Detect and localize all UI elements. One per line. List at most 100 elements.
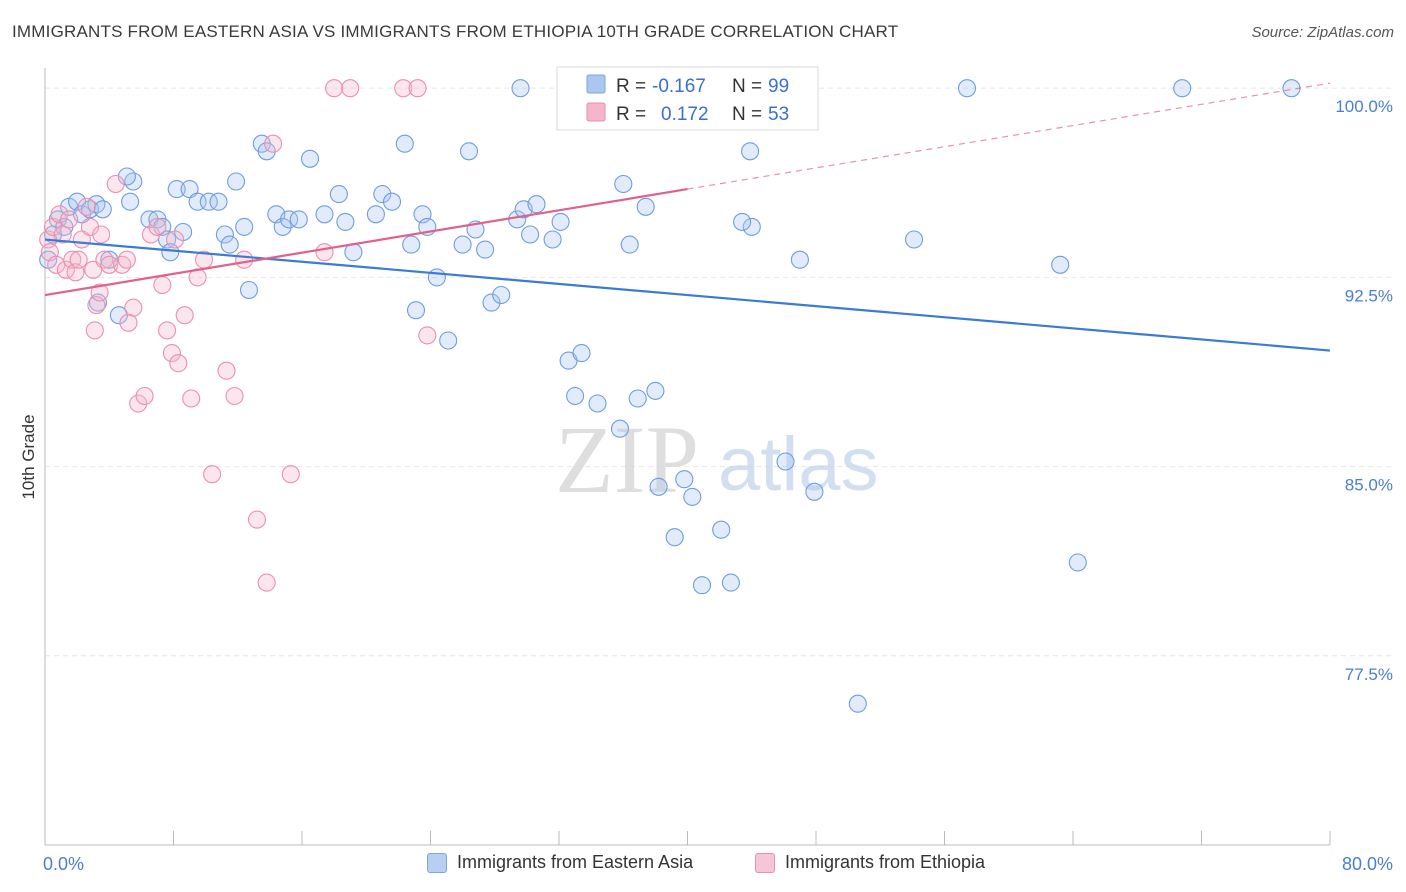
legend-item-eastern-asia[interactable]: Immigrants from Eastern Asia	[427, 852, 693, 873]
data-point	[141, 225, 161, 244]
data-point	[199, 192, 218, 211]
data-point	[543, 230, 562, 249]
watermark-atlas: atlas	[718, 422, 879, 507]
data-point	[247, 510, 267, 529]
data-point	[257, 142, 276, 161]
data-point	[1068, 553, 1087, 572]
data-point	[482, 293, 501, 312]
data-point	[325, 79, 344, 98]
watermark-zip: ZIP	[555, 406, 699, 513]
data-point	[476, 240, 495, 259]
x-tick-labels: 0.0% 80.0%	[43, 854, 1393, 874]
data-point	[439, 331, 458, 350]
series-ethiopia-points	[39, 79, 437, 592]
data-point	[47, 255, 66, 274]
data-point	[264, 134, 283, 153]
data-point	[129, 394, 148, 413]
data-point	[511, 79, 530, 98]
data-point	[169, 354, 188, 373]
stats-legend-swatch-pink	[586, 102, 606, 122]
stats-legend-n-value-pink: 53	[768, 104, 789, 125]
data-point	[588, 394, 607, 413]
data-point	[69, 250, 88, 269]
data-point	[95, 250, 114, 269]
data-point	[406, 301, 426, 320]
data-point	[117, 167, 136, 186]
stats-legend-r-label-pink: R =	[616, 104, 646, 125]
data-point	[395, 134, 414, 153]
data-point	[100, 255, 119, 274]
data-point	[620, 235, 639, 254]
data-point	[148, 217, 167, 236]
legend-item-ethiopia[interactable]: Immigrants from Ethiopia	[755, 852, 985, 873]
data-point	[742, 217, 761, 236]
data-point	[315, 205, 334, 224]
stats-legend-r-value-pink: 0.172	[661, 104, 709, 125]
data-point	[209, 192, 228, 211]
stats-legend-n-label-pink: N =	[732, 104, 762, 125]
axes	[44, 68, 1331, 846]
grid-lines	[45, 87, 1393, 657]
trend-line-ethiopia	[44, 188, 688, 297]
data-point	[382, 192, 402, 211]
x-tick-label-right: 80.0%	[1342, 854, 1393, 874]
data-point	[235, 250, 254, 269]
stats-legend-swatch-blue	[586, 74, 606, 94]
data-point	[281, 465, 300, 484]
data-point	[904, 230, 924, 249]
data-point	[572, 344, 591, 363]
data-point	[665, 528, 684, 547]
data-point	[649, 477, 668, 496]
data-point	[848, 694, 867, 713]
data-point	[408, 79, 427, 98]
data-point	[459, 142, 479, 161]
data-point	[566, 386, 585, 406]
data-point	[175, 306, 194, 325]
data-point	[280, 210, 299, 229]
data-point	[85, 321, 104, 340]
watermark: ZIP atlas	[555, 406, 879, 513]
data-point	[162, 344, 181, 363]
data-point	[636, 197, 655, 216]
data-point	[329, 185, 348, 204]
data-point	[227, 172, 246, 191]
data-point	[109, 306, 128, 325]
chart-title: IMMIGRANTS FROM EASTERN ASIA VS IMMIGRAN…	[12, 22, 899, 41]
data-point	[614, 174, 633, 194]
data-point	[90, 283, 109, 302]
data-point	[646, 381, 665, 400]
legend-label-ethiopia: Immigrants from Ethiopia	[785, 852, 986, 872]
y-tick-labels: 100.0% 92.5% 85.0% 77.5%	[1335, 97, 1393, 684]
data-point	[805, 482, 824, 501]
data-point	[60, 210, 79, 229]
data-point	[289, 210, 308, 229]
data-point	[492, 285, 511, 305]
data-point	[106, 174, 125, 194]
data-point	[341, 79, 360, 98]
data-point	[683, 487, 702, 506]
data-point	[336, 212, 355, 231]
data-point	[124, 298, 143, 317]
data-point	[776, 452, 795, 471]
legend-swatch-pink	[755, 852, 775, 873]
trend-lines	[44, 82, 1331, 352]
data-point	[453, 235, 472, 254]
data-point	[167, 180, 186, 199]
data-point	[53, 225, 72, 244]
data-point	[733, 212, 752, 231]
data-point	[92, 225, 111, 244]
data-point	[153, 275, 172, 295]
data-point	[203, 465, 222, 484]
series-eastern-asia-points	[39, 79, 1301, 713]
data-point	[77, 197, 96, 216]
data-point	[273, 217, 292, 236]
data-point	[84, 260, 103, 279]
data-point	[418, 326, 437, 345]
data-point	[373, 185, 392, 204]
data-point	[220, 235, 239, 254]
data-point	[135, 386, 154, 406]
data-point	[1051, 255, 1070, 274]
data-point	[692, 576, 712, 595]
data-point	[50, 205, 69, 224]
data-point	[527, 195, 546, 214]
